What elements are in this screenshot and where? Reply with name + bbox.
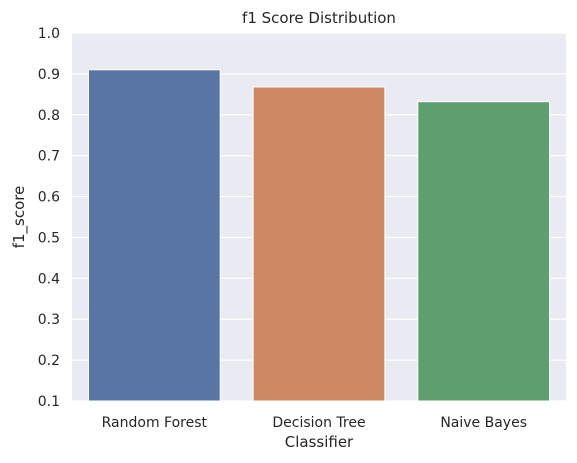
y-tick-label: 0.4 xyxy=(38,271,60,287)
bar-random-forest xyxy=(87,69,221,402)
x-tick-label: Decision Tree xyxy=(272,415,365,431)
bar-decision-tree xyxy=(252,86,386,402)
y-tick-label: 0.9 xyxy=(38,67,60,83)
y-axis-ticks: 0.1 0.2 0.3 0.4 0.5 0.6 0.7 0.8 0.9 1.0 xyxy=(38,26,60,410)
y-tick-label: 0.6 xyxy=(38,190,60,206)
y-tick-label: 0.3 xyxy=(38,312,60,328)
x-axis-ticks: Random Forest Decision Tree Naive Bayes xyxy=(102,415,527,431)
y-tick-label: 1.0 xyxy=(38,26,60,42)
x-tick-label: Random Forest xyxy=(102,415,208,431)
y-tick-label: 0.8 xyxy=(38,108,60,124)
x-tick-label: Naive Bayes xyxy=(440,415,527,431)
y-tick-label: 0.2 xyxy=(38,353,60,369)
y-axis-label: f1_score xyxy=(10,186,29,249)
bars xyxy=(87,69,551,402)
y-tick-label: 0.7 xyxy=(38,149,60,165)
y-tick-label: 0.5 xyxy=(38,230,60,246)
x-axis-label: Classifier xyxy=(285,433,354,451)
y-tick-label: 0.1 xyxy=(38,394,60,410)
bar-naive-bayes xyxy=(417,101,551,402)
chart-title: f1 Score Distribution xyxy=(242,9,396,27)
